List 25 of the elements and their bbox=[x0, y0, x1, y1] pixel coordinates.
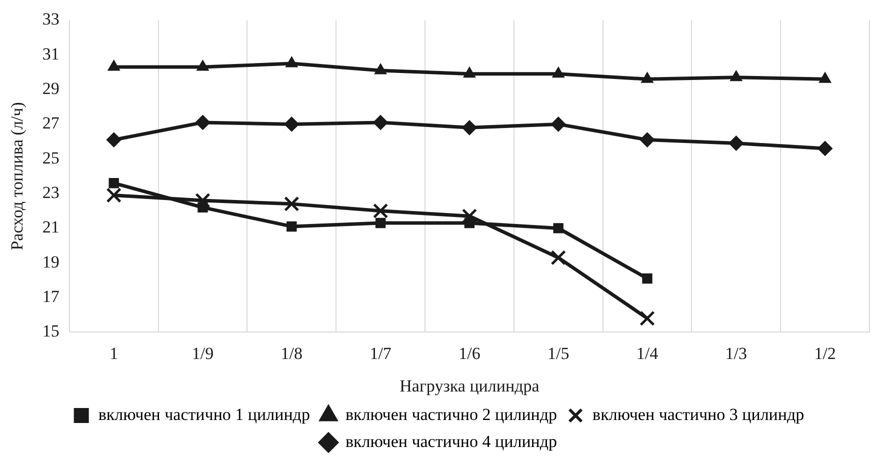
y-tick-label: 19 bbox=[42, 252, 60, 272]
x-tick-label: 1/4 bbox=[636, 344, 659, 363]
y-tick-label: 25 bbox=[42, 148, 60, 168]
x-tick-label: 1 bbox=[110, 344, 118, 363]
x-axis-title: Нагрузка цилиндра bbox=[400, 376, 540, 396]
legend-label: включен частично 4 цилиндр bbox=[345, 432, 558, 451]
x-tick-label: 1/7 bbox=[370, 344, 392, 363]
x-tick-label: 1/3 bbox=[725, 344, 748, 363]
y-tick-label: 23 bbox=[42, 183, 60, 202]
y-tick-label: 27 bbox=[42, 114, 60, 133]
x-tick-label: 1/5 bbox=[547, 344, 570, 363]
x-tick-label: 1/2 bbox=[814, 344, 836, 363]
x-tick-label: 1/6 bbox=[458, 344, 480, 363]
x-tick-label: 1/8 bbox=[280, 344, 303, 363]
y-tick-label: 33 bbox=[42, 10, 60, 29]
y-tick-label: 29 bbox=[42, 79, 60, 98]
y-tick-label: 17 bbox=[42, 287, 60, 306]
y-tick-label: 15 bbox=[42, 322, 60, 341]
legend-label: включен частично 3 цилиндр bbox=[592, 404, 804, 424]
x-tick-label: 1/9 bbox=[192, 344, 214, 363]
y-axis-title: Расход топлива (л/ч) bbox=[8, 102, 27, 250]
legend-label: включен частично 2 цилиндр bbox=[345, 404, 558, 424]
y-tick-label: 31 bbox=[42, 44, 60, 64]
legend-label: включен частично 1 цилиндр bbox=[98, 404, 310, 424]
y-tick-label: 21 bbox=[42, 218, 60, 237]
